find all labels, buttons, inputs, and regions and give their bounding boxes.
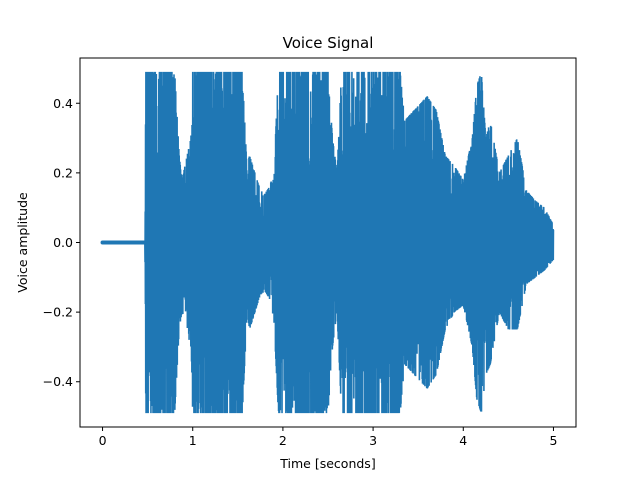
- x-axis: 0 1 2 3 4 5: [99, 427, 557, 448]
- y-axis: −0.4 −0.2 0.0 0.2 0.4: [43, 96, 80, 389]
- chart-title: Voice Signal: [283, 34, 374, 52]
- signal-line: [102, 71, 555, 414]
- x-tick-label: 4: [459, 433, 467, 448]
- y-tick-label: 0.2: [53, 165, 73, 180]
- y-tick-label: 0.0: [53, 235, 73, 250]
- plot-area: [100, 71, 555, 414]
- y-tick-label: 0.4: [53, 96, 73, 111]
- x-tick-label: 1: [189, 433, 197, 448]
- y-tick-label: −0.4: [43, 374, 73, 389]
- x-tick-label: 5: [549, 433, 557, 448]
- y-axis-label: Voice amplitude: [15, 192, 30, 293]
- x-tick-label: 0: [99, 433, 107, 448]
- x-axis-label: Time [seconds]: [279, 456, 375, 471]
- x-tick-label: 2: [279, 433, 287, 448]
- x-tick-label: 3: [369, 433, 377, 448]
- y-tick-label: −0.2: [43, 305, 73, 320]
